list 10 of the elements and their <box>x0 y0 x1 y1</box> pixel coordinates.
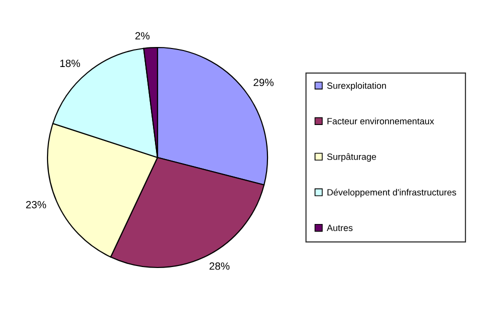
data-label: 29% <box>254 78 274 86</box>
legend-label: Autres <box>326 224 353 232</box>
data-label: 28% <box>210 262 230 270</box>
legend-label: Surexploitation <box>327 82 386 91</box>
legend-label: Développement d'infrastructures <box>328 188 456 198</box>
legend-label: Facteur environnementaux <box>328 118 434 124</box>
data-label: 2% <box>135 32 150 40</box>
data-label: 23% <box>26 200 46 208</box>
legend-label: Surpâturage <box>327 153 376 162</box>
data-label: 18% <box>60 60 80 68</box>
